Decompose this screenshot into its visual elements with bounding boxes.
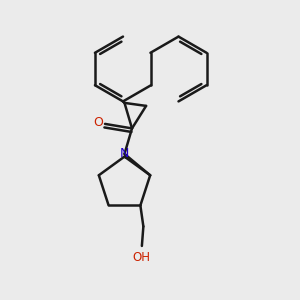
Text: OH: OH [133, 251, 151, 264]
Text: N: N [120, 147, 129, 161]
Text: O: O [94, 116, 103, 130]
